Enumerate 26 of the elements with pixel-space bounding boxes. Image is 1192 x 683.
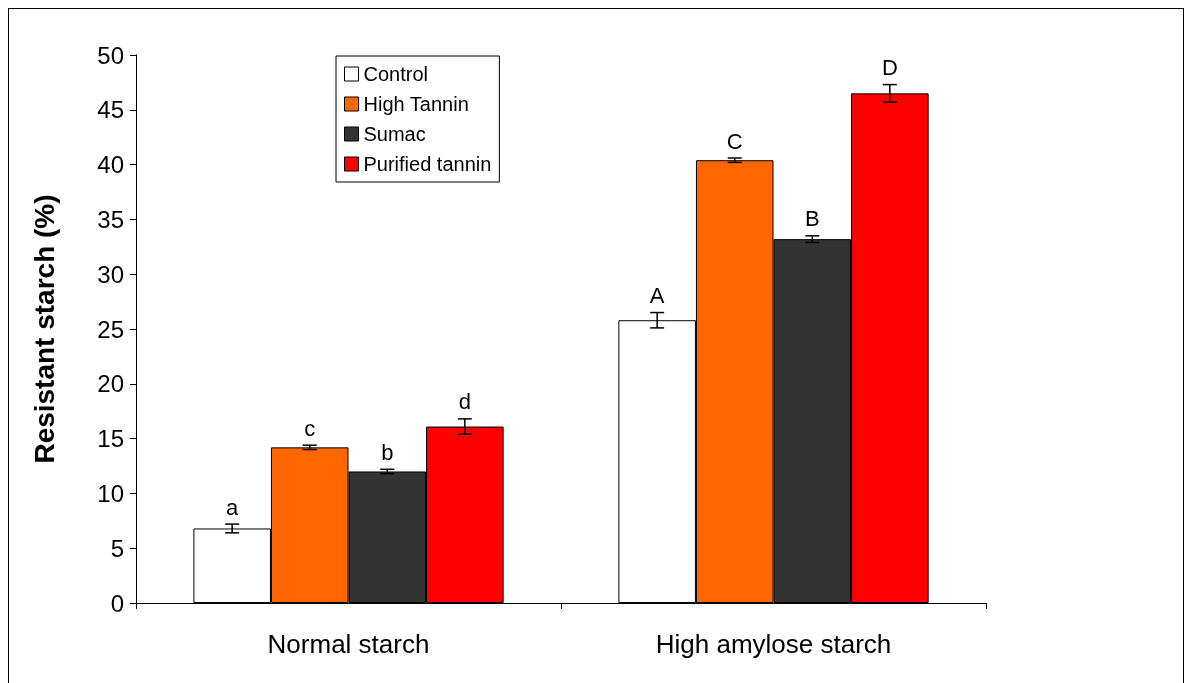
data-label: d <box>458 389 471 415</box>
y-tick-label: 45 <box>97 96 124 124</box>
y-tick-label: 50 <box>97 41 124 69</box>
data-label: B <box>804 206 820 232</box>
y-tick-label: 5 <box>110 534 124 562</box>
data-label: a <box>226 494 240 520</box>
data-label: C <box>726 128 743 154</box>
y-tick-label: 35 <box>97 205 124 233</box>
data-label: b <box>381 439 394 465</box>
data-label: A <box>649 283 665 309</box>
y-axis-title: Resistant starch (%) <box>28 194 60 464</box>
data-label: c <box>304 415 316 441</box>
data-label: D <box>881 55 898 81</box>
legend-label: Purified tannin <box>363 153 492 175</box>
y-tick-label: 0 <box>110 589 124 617</box>
x-tick-label: Normal starch <box>267 629 430 659</box>
legend-label: Sumac <box>363 123 426 145</box>
x-tick-label: High amylose starch <box>655 629 892 659</box>
y-tick-label: 25 <box>97 315 124 343</box>
y-tick-label: 20 <box>97 370 124 398</box>
y-tick-label: 30 <box>97 260 124 288</box>
y-tick-label: 15 <box>97 425 124 453</box>
y-tick-label: 10 <box>97 479 124 507</box>
y-tick-label: 40 <box>97 151 124 179</box>
legend-label: Control <box>363 63 428 85</box>
legend-label: High Tannin <box>363 93 469 115</box>
